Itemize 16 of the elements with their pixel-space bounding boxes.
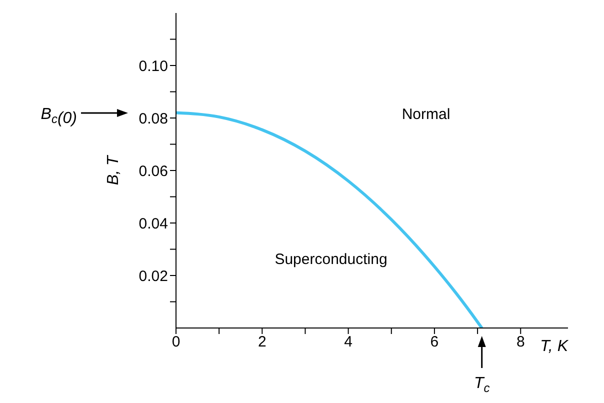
- y-tick-label: 0.10: [138, 58, 168, 75]
- y-tick-label: 0.06: [138, 162, 168, 180]
- x-tick-label: 0: [172, 334, 180, 351]
- x-tick-label: 4: [344, 334, 352, 351]
- annotation: Superconducting: [274, 250, 388, 268]
- annotation: Normal: [402, 106, 450, 123]
- y-tick-label: 0.04: [138, 215, 168, 232]
- y-axis-title: B, T: [105, 154, 122, 186]
- x-tick-label: 2: [258, 334, 266, 351]
- x-tick-label: 6: [430, 334, 439, 351]
- y-tick-label: 0.02: [138, 268, 168, 285]
- x-axis-title: T, K: [540, 338, 570, 355]
- y-tick-label: 0.08: [138, 110, 168, 128]
- annotation: T$_{c}$: [474, 375, 490, 395]
- text: B$_{c}$(0): [40, 106, 77, 127]
- x-tick-label: 8: [516, 334, 525, 351]
